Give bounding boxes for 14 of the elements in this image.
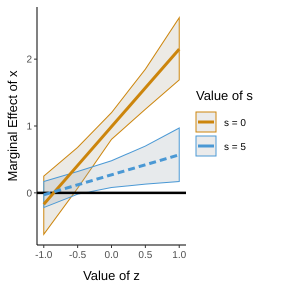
y-axis-title: Marginal Effect of x — [5, 70, 20, 182]
x-tick-label: -0.5 — [69, 250, 87, 261]
y-tick-label: 1 — [26, 122, 32, 132]
y-tick-label: 2 — [26, 54, 32, 66]
legend-label: s = 5 — [224, 142, 246, 153]
y-tick-label: 0 — [26, 188, 32, 200]
x-tick-label: -1.0 — [35, 250, 53, 261]
legend-label: s = 0 — [224, 118, 246, 129]
line-series — [42, 48, 181, 206]
x-tick-label: 1.0 — [172, 250, 187, 261]
x-axis-title: Value of z — [83, 268, 140, 283]
legend-title: Value of s — [196, 88, 254, 103]
x-tick-label: 0.0 — [104, 250, 119, 261]
x-tick-label: 0.5 — [138, 250, 153, 261]
